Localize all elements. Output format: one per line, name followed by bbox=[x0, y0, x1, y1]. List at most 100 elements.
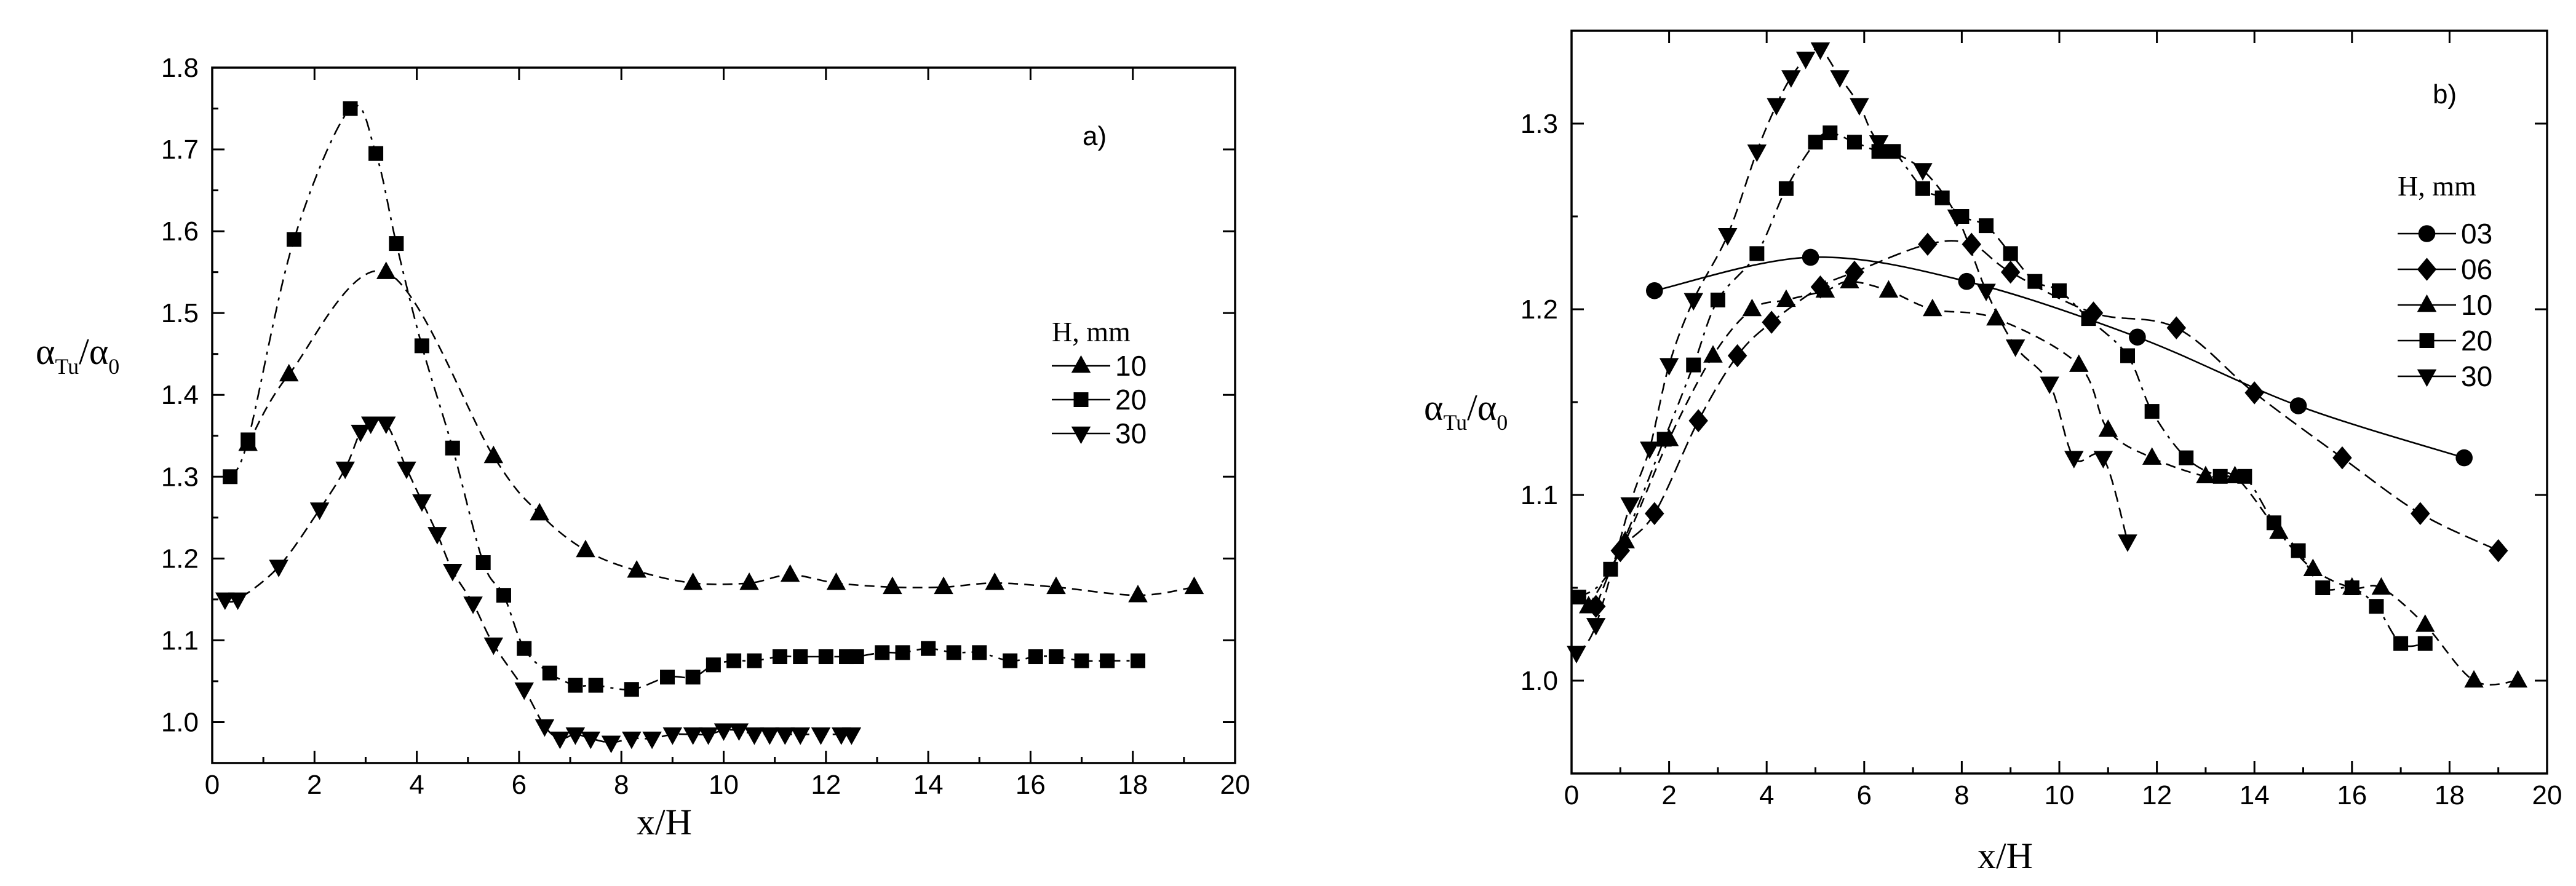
point-30 bbox=[1913, 163, 1933, 181]
legend-label-20: 20 bbox=[1115, 384, 1147, 416]
point-10 bbox=[576, 539, 595, 558]
point-30 bbox=[642, 731, 662, 750]
point-20 bbox=[1979, 218, 1994, 234]
point-06 bbox=[2000, 260, 2021, 284]
point-30 bbox=[581, 731, 601, 750]
point-20 bbox=[2144, 404, 2160, 419]
point-03 bbox=[2289, 397, 2307, 414]
legend-marker-10 bbox=[1071, 355, 1091, 373]
point-30 bbox=[811, 727, 831, 745]
point-10 bbox=[985, 572, 1004, 590]
ylabel-slash: / bbox=[1467, 387, 1477, 428]
y-tick-label: 1.6 bbox=[161, 216, 199, 247]
point-06 bbox=[1918, 232, 1938, 256]
y-tick-label: 1.0 bbox=[161, 707, 199, 737]
point-30 bbox=[215, 592, 235, 611]
point-30 bbox=[269, 560, 288, 577]
point-30 bbox=[622, 731, 642, 750]
y-tick-label: 1.4 bbox=[161, 380, 199, 410]
point-30 bbox=[841, 727, 862, 745]
point-20 bbox=[588, 678, 603, 693]
point-03 bbox=[1802, 248, 1819, 266]
y-tick-label: 1.1 bbox=[161, 625, 199, 655]
point-20 bbox=[414, 338, 429, 354]
point-20 bbox=[389, 236, 404, 251]
point-30 bbox=[514, 682, 534, 700]
legend-label-20: 20 bbox=[2461, 325, 2492, 357]
point-30 bbox=[1795, 52, 1816, 69]
panel-b-frame bbox=[1570, 30, 2548, 775]
legend-marker-20 bbox=[2419, 333, 2435, 348]
point-30 bbox=[1747, 144, 1767, 162]
y-tick-label: 1.1 bbox=[1521, 480, 1558, 510]
point-10 bbox=[1046, 576, 1066, 595]
panel-b-axes: 0 2 4 6 8 10 12 14 16 18 20 1.0 1.1 1.2 1.3 bbox=[1521, 30, 2562, 810]
point-20 bbox=[1603, 561, 1618, 577]
x-tick-label: 2 bbox=[307, 770, 322, 800]
series-line-03 bbox=[1654, 256, 2465, 459]
panel-b-xlabel: x/H bbox=[1978, 836, 2033, 876]
point-10 bbox=[1878, 280, 1899, 298]
x-tick-label: 10 bbox=[2045, 780, 2075, 810]
point-10 bbox=[376, 261, 396, 279]
point-10 bbox=[934, 576, 953, 595]
ylabel-alpha: α bbox=[1424, 387, 1443, 428]
point-03 bbox=[1958, 272, 1976, 290]
x-tick-label: 20 bbox=[1220, 770, 1250, 800]
point-10 bbox=[2069, 354, 2089, 372]
legend-label-10: 10 bbox=[1115, 350, 1147, 382]
point-10 bbox=[683, 572, 703, 590]
point-03 bbox=[2455, 449, 2473, 467]
y-tick-label: 1.2 bbox=[161, 544, 199, 574]
panel-b-label: b) bbox=[2433, 79, 2457, 109]
point-30 bbox=[683, 727, 703, 745]
point-10 bbox=[1776, 289, 1796, 307]
point-30 bbox=[1850, 98, 1869, 116]
point-10 bbox=[826, 572, 846, 590]
point-20 bbox=[1131, 653, 1146, 668]
point-30 bbox=[351, 424, 370, 443]
point-30 bbox=[2005, 339, 2025, 357]
legend-marker-03 bbox=[2418, 225, 2436, 242]
point-20 bbox=[287, 232, 302, 247]
point-03 bbox=[1646, 282, 1663, 299]
point-20 bbox=[972, 645, 987, 660]
panel-b: 0 2 4 6 8 10 12 14 16 18 201.01.11.21.3 b) x/H αTu… bbox=[1424, 30, 2562, 876]
point-20 bbox=[368, 146, 384, 161]
y-tick-label: 1.8 bbox=[161, 53, 199, 83]
point-06 bbox=[2332, 446, 2352, 470]
x-tick-label: 20 bbox=[2532, 780, 2562, 810]
point-20 bbox=[1100, 653, 1115, 668]
point-10 bbox=[739, 572, 759, 590]
point-20 bbox=[895, 645, 910, 660]
point-06 bbox=[1727, 344, 1747, 368]
point-30 bbox=[483, 637, 504, 655]
point-30 bbox=[2064, 451, 2084, 469]
ylabel-alpha: α bbox=[36, 331, 55, 372]
series-line-10 bbox=[1588, 280, 2518, 686]
ylabel-sub2: 0 bbox=[1497, 410, 1508, 435]
ylabel-sub1: Tu bbox=[55, 354, 79, 379]
point-10 bbox=[483, 445, 504, 464]
x-tick-label: 12 bbox=[811, 770, 841, 800]
point-30 bbox=[1830, 70, 1850, 88]
point-30 bbox=[1640, 441, 1660, 459]
x-tick-label: 10 bbox=[709, 770, 739, 800]
legend-marker-06 bbox=[2417, 258, 2437, 281]
ylabel-slash: / bbox=[79, 331, 89, 372]
point-30 bbox=[775, 727, 795, 745]
point-20 bbox=[1028, 649, 1043, 665]
point-20 bbox=[2052, 283, 2067, 298]
point-30 bbox=[1869, 135, 1889, 153]
panel-a-axes: 0 2 4 6 8 10 12 14 16 18 20 1.0 1.1 1.2 1.3 1.4 1.5 1.6 1.… bbox=[161, 53, 1250, 800]
point-20 bbox=[2081, 311, 2096, 326]
point-10 bbox=[2098, 419, 2118, 437]
point-20 bbox=[2003, 246, 2018, 261]
point-20 bbox=[2291, 543, 2306, 558]
x-tick-label: 16 bbox=[1016, 770, 1046, 800]
y-tick-label: 1.2 bbox=[1521, 295, 1558, 325]
point-30 bbox=[565, 727, 586, 745]
